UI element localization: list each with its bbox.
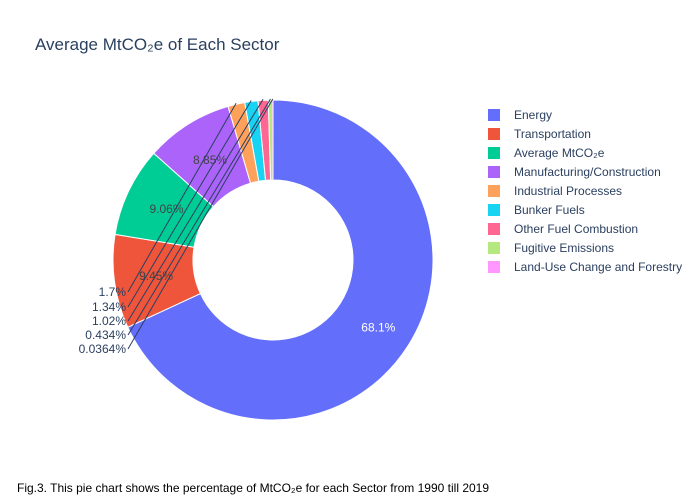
legend-swatch-land-use-change-and-forestry[interactable] (488, 261, 500, 273)
leader-line-industrial-processes (127, 103, 237, 293)
legend: Energy Transportation Average MtCO₂e Manufa… (488, 108, 682, 274)
slice-label-land-use-change-and-forestry: 0.0364% (79, 342, 127, 356)
legend-item-fugitive-emissions[interactable]: Fugitive Emissions (514, 241, 614, 255)
slice-label-bunker-fuels: 1.34% (92, 300, 126, 314)
chart-caption: Fig.3. This pie chart shows the percenta… (17, 481, 489, 495)
leader-line-land-use-change-and-forestry (127, 98, 274, 350)
legend-swatch-transportation[interactable] (488, 128, 500, 140)
legend-item-average-mtco-e[interactable]: Average MtCO₂e (514, 146, 605, 160)
leader-line-fugitive-emissions (127, 98, 271, 336)
legend-item-industrial-processes[interactable]: Industrial Processes (514, 184, 622, 198)
legend-swatch-other-fuel-combustion[interactable] (488, 223, 500, 235)
legend-item-manufacturing-construction[interactable]: Manufacturing/Construction (514, 165, 661, 179)
legend-item-land-use-change-and-forestry[interactable]: Land-Use Change and Forestry (514, 260, 682, 274)
legend-swatch-average-mtco-e[interactable] (488, 147, 500, 159)
leader-line-bunker-fuels (127, 100, 252, 308)
slice-label-average-mtco-e: 9.06% (149, 202, 183, 216)
slice-label-other-fuel-combustion: 1.02% (92, 314, 126, 328)
legend-item-energy[interactable]: Energy (514, 108, 552, 122)
slice-label-manufacturing-construction: 8.85% (193, 153, 227, 167)
legend-swatch-industrial-processes[interactable] (488, 185, 500, 197)
legend-swatch-energy[interactable] (488, 109, 500, 121)
slice-label-transportation: 9.45% (139, 269, 173, 283)
slice-label-industrial-processes: 1.7% (99, 285, 127, 299)
pie-slice-energy (127, 99, 434, 421)
slice-label-fugitive-emissions: 0.434% (85, 328, 126, 342)
legend-swatch-bunker-fuels[interactable] (488, 204, 500, 216)
legend-swatch-fugitive-emissions[interactable] (488, 242, 500, 254)
slice-label-energy: 68.1% (361, 320, 395, 334)
leader-line-other-fuel-combustion (127, 99, 264, 322)
legend-item-transportation[interactable]: Transportation (514, 127, 591, 141)
pie-slices (112, 99, 434, 421)
legend-swatch-manufacturing-construction[interactable] (488, 166, 500, 178)
legend-item-other-fuel-combustion[interactable]: Other Fuel Combustion (514, 222, 638, 236)
slice-labels: 68.1% 9.45% 9.06% 8.85% 1.7%1.34%1.02%0.434%… (79, 98, 396, 356)
legend-item-bunker-fuels[interactable]: Bunker Fuels (514, 203, 585, 217)
chart-title: Average MtCO₂e of Each Sector (35, 35, 280, 54)
